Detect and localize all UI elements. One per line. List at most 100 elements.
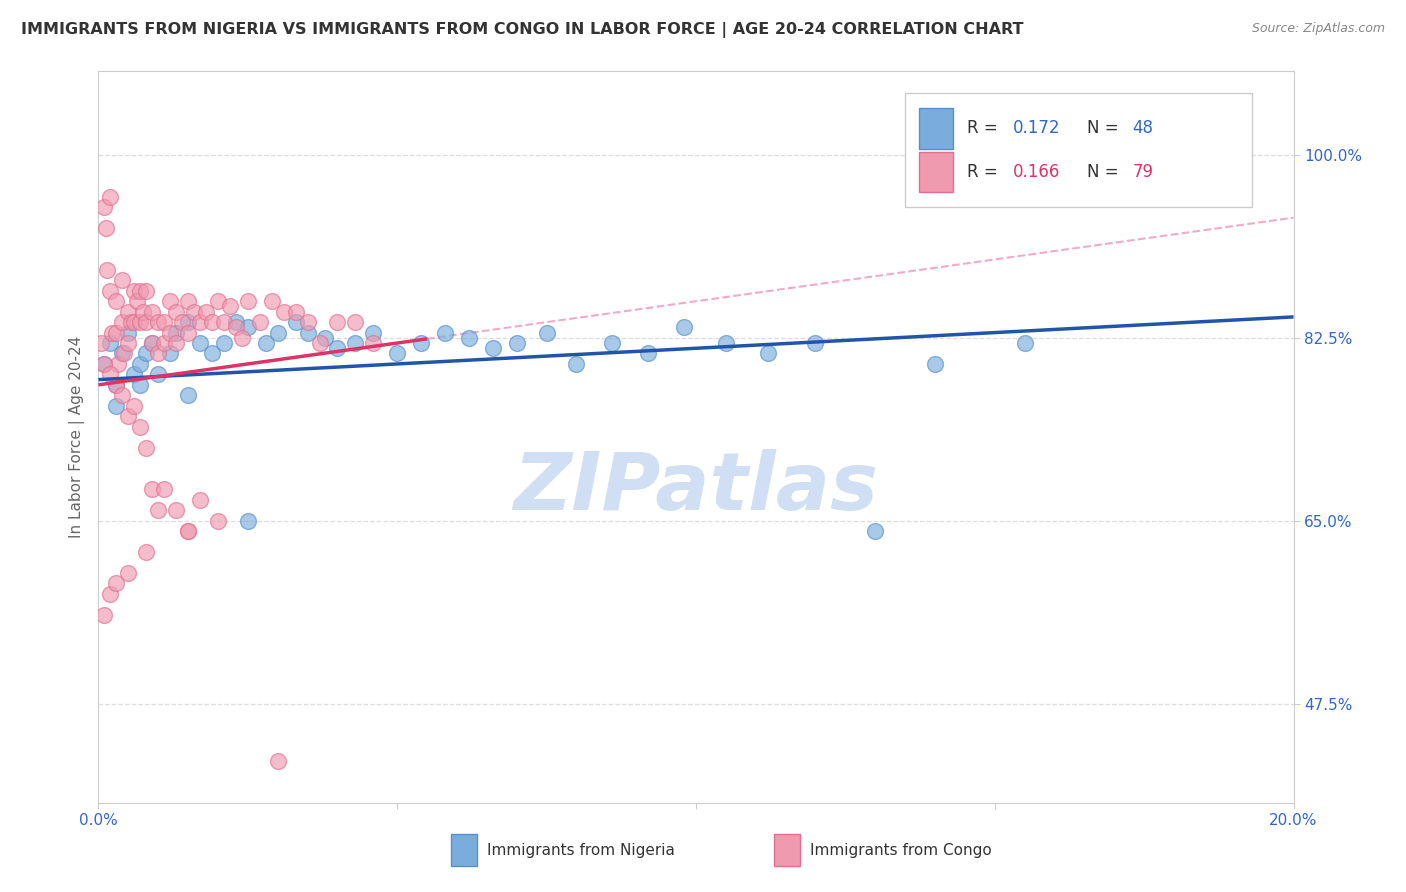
- Point: [117, 566, 139, 580]
- Point: [207, 514, 229, 528]
- Point: [141, 304, 163, 318]
- FancyBboxPatch shape: [451, 833, 477, 866]
- Point: [148, 368, 170, 382]
- Point: [177, 326, 200, 340]
- Text: R =: R =: [967, 120, 1004, 137]
- Point: [98, 190, 122, 204]
- Point: [201, 315, 224, 329]
- Point: [385, 346, 409, 360]
- Point: [260, 294, 283, 309]
- Point: [93, 200, 115, 214]
- Point: [165, 336, 187, 351]
- Point: [273, 304, 295, 318]
- Point: [117, 326, 139, 340]
- Point: [458, 331, 481, 345]
- Point: [111, 388, 134, 402]
- Point: [411, 336, 433, 351]
- Point: [112, 346, 135, 360]
- Point: [107, 357, 129, 371]
- Point: [637, 346, 659, 360]
- Point: [93, 357, 115, 371]
- Point: [129, 315, 152, 329]
- Point: [267, 326, 290, 340]
- Point: [129, 419, 152, 434]
- Point: [129, 377, 152, 392]
- Point: [344, 336, 367, 351]
- Point: [111, 273, 134, 287]
- Point: [105, 576, 128, 591]
- Point: [1104, 148, 1126, 162]
- Point: [308, 336, 330, 351]
- Point: [135, 545, 157, 559]
- Point: [188, 336, 211, 351]
- Point: [98, 284, 122, 298]
- Point: [105, 377, 128, 392]
- Point: [565, 357, 588, 371]
- Point: [135, 315, 157, 329]
- Point: [129, 284, 152, 298]
- Point: [326, 341, 349, 355]
- Text: ZIPatlas: ZIPatlas: [513, 450, 879, 527]
- Point: [124, 399, 146, 413]
- Point: [212, 315, 235, 329]
- Point: [111, 346, 134, 360]
- Point: [105, 377, 128, 392]
- Point: [673, 320, 696, 334]
- Point: [124, 284, 146, 298]
- Text: Immigrants from Nigeria: Immigrants from Nigeria: [486, 843, 675, 858]
- Point: [207, 294, 229, 309]
- Point: [148, 346, 170, 360]
- Point: [177, 294, 200, 309]
- Point: [159, 326, 181, 340]
- Point: [148, 503, 170, 517]
- Point: [212, 336, 235, 351]
- Point: [98, 336, 122, 351]
- Point: [105, 294, 128, 309]
- Point: [172, 315, 194, 329]
- Point: [100, 326, 122, 340]
- Point: [231, 331, 253, 345]
- Point: [124, 315, 146, 329]
- Point: [117, 409, 139, 424]
- Point: [132, 304, 155, 318]
- Point: [117, 304, 139, 318]
- Point: [363, 326, 385, 340]
- Point: [117, 336, 139, 351]
- Point: [219, 300, 242, 314]
- Point: [153, 336, 176, 351]
- Point: [120, 315, 142, 329]
- Point: [236, 320, 259, 334]
- Point: [96, 263, 118, 277]
- Point: [284, 304, 307, 318]
- Point: [714, 336, 737, 351]
- Point: [236, 514, 259, 528]
- Point: [804, 336, 827, 351]
- Point: [153, 483, 176, 497]
- Point: [124, 368, 146, 382]
- Text: 0.166: 0.166: [1012, 163, 1060, 181]
- Point: [127, 294, 149, 309]
- Point: [249, 315, 271, 329]
- Point: [177, 524, 200, 538]
- Point: [297, 315, 319, 329]
- Point: [141, 336, 163, 351]
- Point: [225, 315, 247, 329]
- Text: 0.172: 0.172: [1012, 120, 1060, 137]
- FancyBboxPatch shape: [773, 833, 800, 866]
- Point: [111, 315, 134, 329]
- Point: [225, 320, 247, 334]
- Point: [284, 315, 307, 329]
- Point: [254, 336, 277, 351]
- Point: [135, 346, 157, 360]
- Point: [159, 294, 181, 309]
- Point: [165, 503, 187, 517]
- Point: [93, 607, 115, 622]
- Point: [98, 587, 122, 601]
- Point: [236, 294, 259, 309]
- Point: [188, 315, 211, 329]
- Point: [315, 331, 337, 345]
- Point: [188, 492, 211, 507]
- Point: [183, 304, 205, 318]
- Point: [924, 357, 946, 371]
- FancyBboxPatch shape: [905, 94, 1251, 207]
